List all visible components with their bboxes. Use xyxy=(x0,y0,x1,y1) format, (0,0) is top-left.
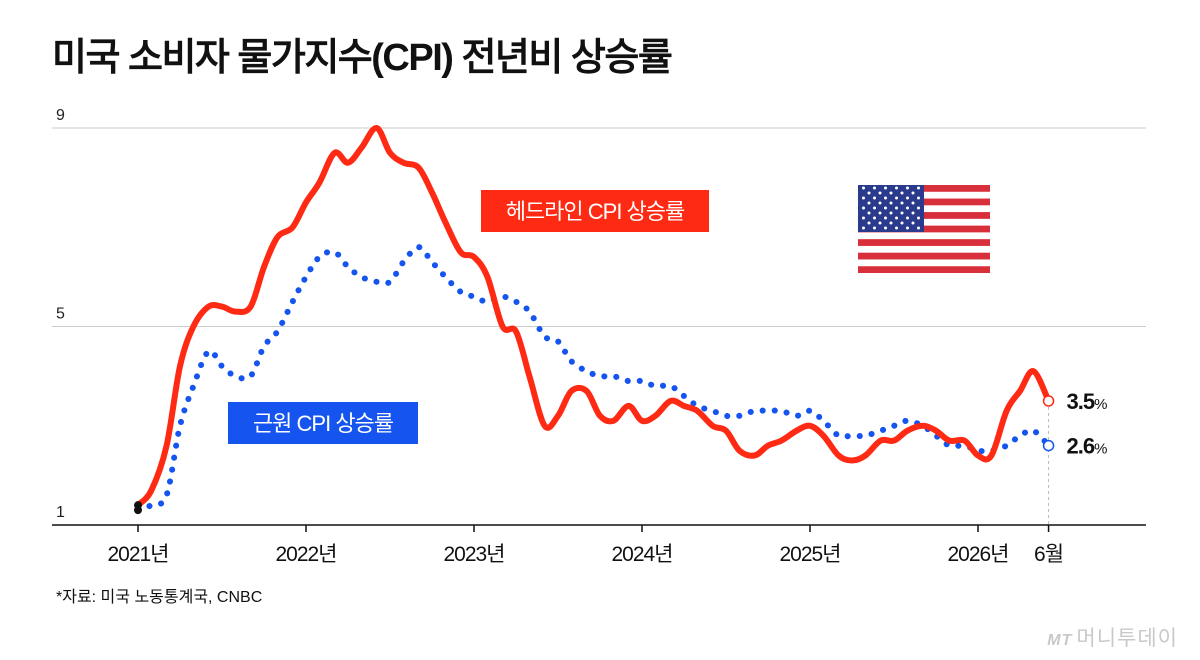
flag-star xyxy=(873,216,876,220)
end-marker-headline xyxy=(1042,395,1055,407)
flag-star xyxy=(911,221,915,225)
flag-star xyxy=(911,211,915,215)
end-value-number: 2.6 xyxy=(1067,434,1095,459)
flag-star xyxy=(862,186,865,190)
flag-star xyxy=(900,191,904,195)
flag-star xyxy=(889,211,893,215)
flag-stripe xyxy=(858,252,990,260)
flag-star xyxy=(900,211,904,215)
flag-star xyxy=(878,211,882,215)
flag-star xyxy=(862,206,865,210)
series-lines xyxy=(134,125,1052,515)
flag-star xyxy=(895,206,898,210)
flag-star xyxy=(884,226,887,230)
flag-star xyxy=(917,216,920,220)
flag-star xyxy=(884,206,887,210)
y-tick-label: 5 xyxy=(56,306,65,323)
flag-star xyxy=(873,226,876,230)
x-tick-label: 2022년 xyxy=(275,543,336,566)
flag-star xyxy=(911,191,915,195)
flag-star xyxy=(895,186,898,190)
flag-star xyxy=(862,196,865,200)
flag-star xyxy=(867,191,871,195)
flag-star xyxy=(895,226,898,230)
end-marker-core xyxy=(1042,439,1055,452)
flag-star xyxy=(862,216,865,220)
flag-star xyxy=(906,186,909,190)
us-flag-icon xyxy=(858,185,990,273)
flag-star xyxy=(906,196,909,200)
chart-title: 미국 소비자 물가지수(CPI) 전년비 상승률 xyxy=(52,37,673,79)
gridlines xyxy=(52,127,1146,525)
flag-star xyxy=(889,201,893,205)
flag-star xyxy=(867,221,871,225)
flag-stripe xyxy=(858,266,990,273)
flag-star xyxy=(878,191,882,195)
series-line-core xyxy=(135,244,1052,514)
flag-star xyxy=(867,211,871,215)
flag-star xyxy=(873,196,876,200)
series-label-box-core xyxy=(228,402,418,444)
publisher-logo: MT xyxy=(1047,632,1073,649)
series-label-box-headline xyxy=(481,190,709,232)
flag-star xyxy=(878,201,882,205)
flag-star xyxy=(917,226,920,230)
flag-star xyxy=(900,221,904,225)
y-tick-label: 9 xyxy=(56,107,65,124)
flag-star xyxy=(884,216,887,220)
flag-star xyxy=(895,216,898,220)
start-marker-headline xyxy=(134,501,142,510)
flag-star xyxy=(906,216,909,220)
x-tick-label: 2021년 xyxy=(107,543,168,566)
x-tick-label: 2026년 xyxy=(947,543,1008,566)
end-value-number: 3.5 xyxy=(1067,389,1095,414)
flag-star xyxy=(862,226,865,230)
end-value-unit: % xyxy=(1094,441,1107,458)
x-tick-label: 2025년 xyxy=(779,543,840,566)
series-label-core: 근원 CPI 상승률 xyxy=(253,411,394,436)
flag-star xyxy=(873,186,876,190)
series-line-headline xyxy=(135,125,1052,509)
flag-stripe xyxy=(858,239,990,246)
x-axis xyxy=(52,524,1146,532)
y-tick-labels: 1 5 9 xyxy=(56,107,65,521)
x-tick-label: 2024년 xyxy=(611,543,672,566)
end-value-unit: % xyxy=(1094,396,1107,413)
flag-star xyxy=(884,196,887,200)
flag-star xyxy=(900,201,904,205)
flag-star xyxy=(889,191,893,195)
flag-star xyxy=(906,206,909,210)
flag-star xyxy=(906,226,909,230)
flag-star xyxy=(911,201,915,205)
publisher-watermark: MT 머니투데이 xyxy=(1047,622,1178,652)
flag-star xyxy=(917,196,920,200)
x-tick-labels: 2021년 2022년 2023년 2024년 2025년 2026년 6월 xyxy=(107,543,1064,566)
end-value-core: 2.6% xyxy=(1067,434,1108,459)
series-label-headline: 헤드라인 CPI 상승률 xyxy=(506,199,685,224)
flag-star xyxy=(873,206,876,210)
flag-star xyxy=(917,186,920,190)
flag-star xyxy=(889,221,893,225)
flag-star xyxy=(867,201,871,205)
flag-star xyxy=(917,206,920,210)
x-end-label: 6월 xyxy=(1034,543,1063,566)
end-labels: 2.6%3.5% xyxy=(1042,389,1108,459)
x-tick-label: 2023년 xyxy=(443,543,504,566)
flag-star xyxy=(878,221,882,225)
flag-star xyxy=(884,186,887,190)
publisher-name: 머니투데이 xyxy=(1076,627,1178,650)
source-note: *자료: 미국 노동통계국, CNBC xyxy=(56,589,263,606)
flag-star xyxy=(895,196,898,200)
y-tick-label: 1 xyxy=(56,504,65,521)
end-value-headline: 3.5% xyxy=(1067,389,1108,414)
